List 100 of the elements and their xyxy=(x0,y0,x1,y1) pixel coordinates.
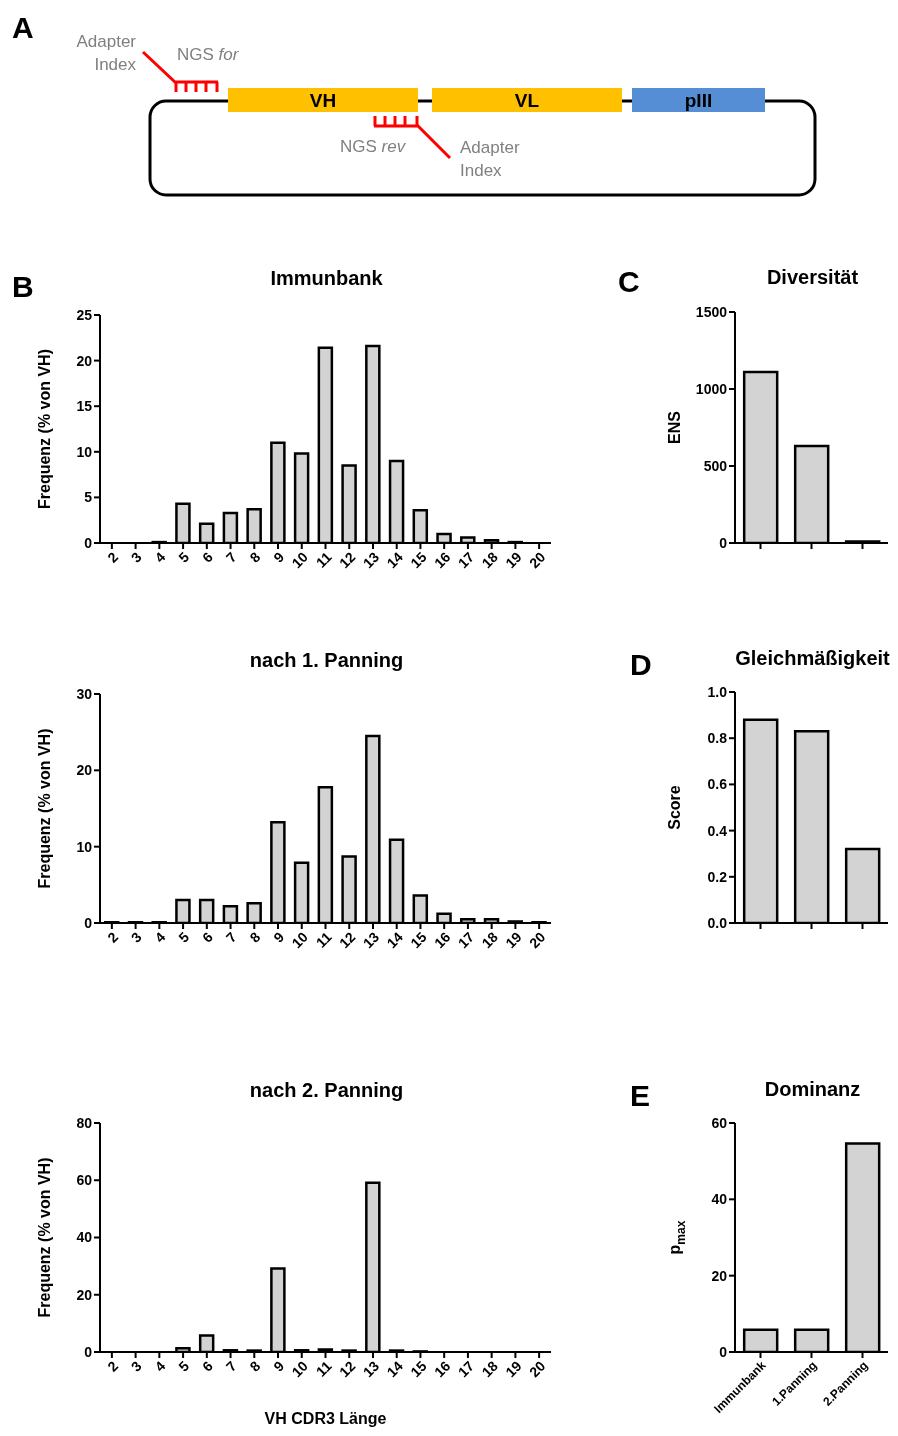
x-tick-label: 6 xyxy=(199,548,217,566)
y-tick-label: 30 xyxy=(76,685,93,702)
x-tick-label: 3 xyxy=(127,1357,145,1375)
x-tick-label: 6 xyxy=(199,928,217,946)
y-tick-label: 5 xyxy=(84,489,93,506)
x-tick-label: 17 xyxy=(454,928,478,952)
y-tick-label: 20 xyxy=(711,1267,728,1284)
text: Adapter Index xyxy=(460,138,520,180)
x-tick-label: 18 xyxy=(478,548,501,572)
x-tick-label: 20 xyxy=(525,928,549,952)
x-tick-label: 8 xyxy=(246,928,264,946)
y-tick-label: 0 xyxy=(84,1343,93,1360)
y-axis-title: Frequenz (% von VH) xyxy=(35,728,53,889)
x-tick-label: 5 xyxy=(175,928,193,946)
y-axis-title: Frequenz (% von VH) xyxy=(35,348,53,510)
text: A xyxy=(12,11,34,44)
chart-title: nach 2. Panning xyxy=(248,1078,405,1103)
x-axis-title: VH CDR3 Länge xyxy=(264,1410,387,1427)
y-tick-label: 500 xyxy=(703,457,728,474)
x-tick-label: 14 xyxy=(383,548,407,572)
x-tick-label: 4 xyxy=(151,928,169,946)
x-tick-label: 18 xyxy=(478,928,501,952)
x-tick-label: 9 xyxy=(270,928,288,946)
x-tick-label: 3 xyxy=(127,928,145,946)
y-tick-label: 0.6 xyxy=(707,776,728,793)
text: NGS rev xyxy=(340,137,407,156)
x-tick-label: 12 xyxy=(336,1357,359,1381)
y-tick-label: 60 xyxy=(76,1172,93,1189)
x-tick-label: 12 xyxy=(336,548,359,572)
x-tick-label: 7 xyxy=(222,1357,240,1375)
x-tick-label: 8 xyxy=(246,548,264,566)
x-tick-label: 13 xyxy=(359,1357,383,1381)
x-tick-label: 19 xyxy=(502,1357,525,1381)
x-tick-label: 2 xyxy=(104,928,122,946)
y-tick-label: 10 xyxy=(76,838,93,855)
x-tick-label: 11 xyxy=(312,548,335,571)
y-tick-label: 15 xyxy=(76,398,93,415)
y-tick-label: 0 xyxy=(84,534,93,551)
chart-title: Dominanz xyxy=(763,1077,862,1102)
x-tick-label: 10 xyxy=(288,928,312,952)
x-tick-label: 20 xyxy=(525,548,549,572)
x-tick-label: 12 xyxy=(336,928,359,952)
text: E xyxy=(630,1079,651,1113)
y-tick-label: 20 xyxy=(76,762,93,779)
y-tick-label: 40 xyxy=(76,1229,93,1246)
text: D xyxy=(630,648,652,682)
x-tick-label: 5 xyxy=(175,1357,193,1375)
x-tick-label: 15 xyxy=(407,1357,430,1381)
x-tick-label: 8 xyxy=(246,1357,264,1375)
x-tick-label: 11 xyxy=(312,1357,335,1380)
y-tick-label: 0.2 xyxy=(707,868,728,885)
y-tick-label: 1000 xyxy=(695,380,728,397)
y-tick-label: 60 xyxy=(711,1114,728,1131)
x-tick-label: 13 xyxy=(359,548,383,572)
x-tick-label: 14 xyxy=(383,1357,407,1381)
y-tick-label: 0.0 xyxy=(707,914,728,931)
x-tick-label: 7 xyxy=(222,928,240,946)
y-tick-label: 0.8 xyxy=(707,730,728,747)
text: VH xyxy=(309,90,337,111)
x-tick-label: 4 xyxy=(151,1357,169,1375)
x-tick-label: 2 xyxy=(104,548,122,566)
text: NGS for xyxy=(177,45,240,64)
x-tick-label: 19 xyxy=(502,928,525,952)
x-tick-label: 15 xyxy=(407,928,430,952)
x-tick-label: 14 xyxy=(383,928,407,952)
y-axis-title: Score xyxy=(665,785,683,830)
y-tick-label: 1.0 xyxy=(707,683,728,700)
x-tick-label: 17 xyxy=(454,1357,478,1381)
text: Adapter Index xyxy=(76,32,137,74)
y-tick-label: 10 xyxy=(76,443,93,460)
y-axis-title: ENS xyxy=(665,410,683,444)
x-tick-label: 4 xyxy=(151,548,169,566)
x-tick-label: 20 xyxy=(525,1357,549,1381)
x-tick-label: 10 xyxy=(288,548,312,572)
x-tick-label: 2 xyxy=(104,1357,122,1375)
x-tick-label: 7 xyxy=(222,548,240,566)
x-tick-label: 17 xyxy=(454,548,478,572)
y-tick-label: 0.4 xyxy=(707,822,728,839)
x-tick-label: 6 xyxy=(199,1357,217,1375)
x-tick-label: 3 xyxy=(127,548,145,566)
x-tick-label: 9 xyxy=(270,548,288,566)
y-tick-label: 80 xyxy=(76,1114,93,1131)
text: VL xyxy=(514,90,540,111)
text: B xyxy=(12,270,34,304)
x-tick-label: 11 xyxy=(312,928,335,951)
x-tick-label: 13 xyxy=(359,928,383,952)
y-tick-label: 0 xyxy=(719,534,728,551)
chart-title: nach 1. Panning xyxy=(248,648,405,673)
x-tick-label: 19 xyxy=(502,548,525,572)
x-tick-label: 16 xyxy=(431,1357,454,1381)
y-tick-label: 25 xyxy=(76,306,93,323)
y-tick-label: 1500 xyxy=(695,303,728,320)
x-tick-label: 16 xyxy=(431,548,454,572)
x-tick-label: 5 xyxy=(175,548,193,566)
text: pIII xyxy=(684,90,713,111)
chart-title: Gleichmäßigkeit xyxy=(734,646,890,671)
text: C xyxy=(618,265,640,299)
y-tick-label: 20 xyxy=(76,352,93,369)
x-tick-label: 18 xyxy=(478,1357,501,1381)
chart-title: Immunbank xyxy=(270,267,383,289)
